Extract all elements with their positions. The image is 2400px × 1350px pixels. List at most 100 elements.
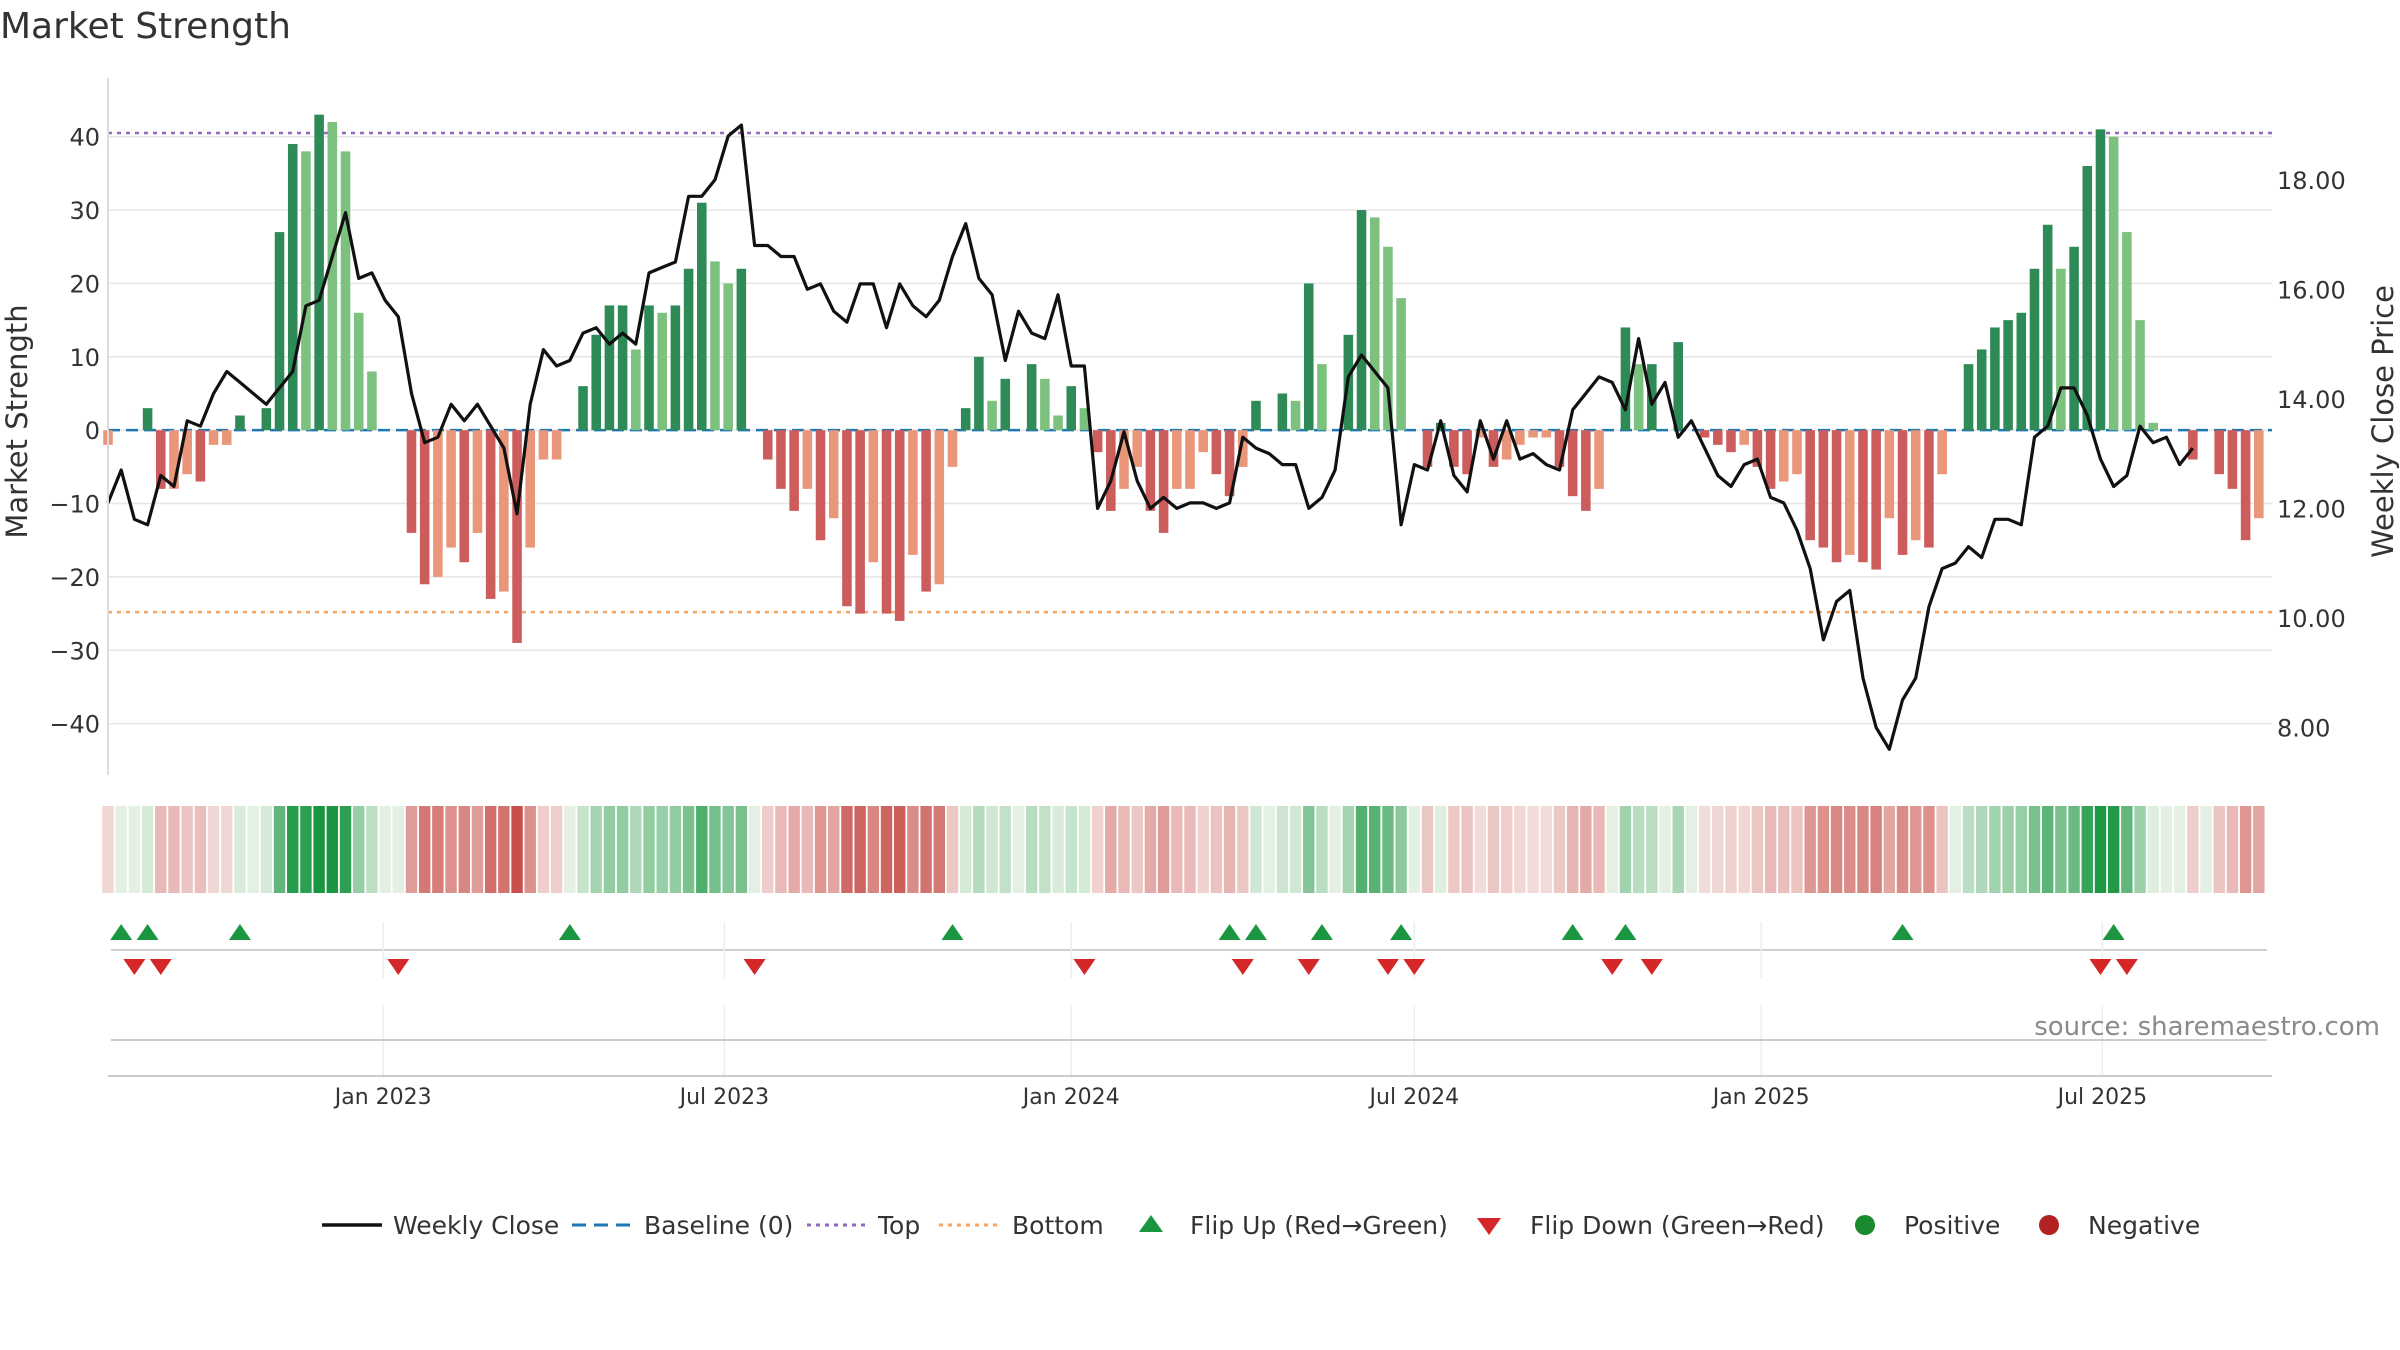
flip-markers [110,922,2267,978]
regime-cell [102,806,114,893]
strength-bar [1356,210,1367,431]
flip-up-marker [558,924,581,940]
regime-cell [339,806,352,893]
strength-bar [2082,166,2093,431]
strength-bar [1739,430,1749,445]
regime-cell [893,806,906,893]
regime-cell [748,806,761,893]
strength-bar [842,430,852,607]
regime-cell [603,806,616,893]
strength-bar [1937,430,1947,475]
strength-bar [142,408,153,431]
strength-bar [1224,430,1235,497]
x-tick-label: Jan 2023 [333,1085,432,1110]
y-axis-title-right: Weekly Close Price [2366,285,2400,558]
regime-cell [2134,806,2146,893]
regime-cell [1461,806,1473,893]
strength-bars [103,114,2264,643]
y-tick-label-left: −30 [49,637,100,665]
strength-bar [1198,430,1208,453]
strength-bar [1369,217,1380,431]
strength-bar [1726,430,1736,453]
regime-cell [405,806,418,893]
strength-bar [1251,400,1261,431]
strength-bar [1620,327,1631,431]
weekly-close-line [106,123,2195,751]
strength-bar [1092,430,1103,453]
strength-bar [736,268,747,431]
strength-bar [1554,430,1565,467]
regime-cell [828,806,840,893]
legend-label: Negative [2088,1211,2200,1240]
regime-cell [550,806,563,893]
strength-bar [446,430,456,548]
strength-bar [591,334,601,431]
regime-cell [1764,806,1777,893]
regime-cell [181,806,193,893]
x-tick-label: Jan 2024 [1021,1085,1120,1110]
y-tick-label-left: 10 [69,344,100,372]
strength-bar [1000,378,1011,431]
regime-cell [1434,806,1447,893]
strength-bar [1106,430,1116,511]
strength-bar [1079,408,1090,431]
regime-cell [1316,806,1328,893]
strength-bar [1515,430,1525,445]
legend-dot-icon [2039,1215,2059,1235]
regime-cell [1593,806,1605,893]
regime-cell [155,806,167,893]
strength-bar [1449,430,1459,467]
flip-down-marker [743,959,766,975]
regime-cell [1500,806,1513,893]
regime-cell [458,806,470,893]
regime-cell [168,806,180,893]
regime-cell [986,806,998,893]
strength-bar [274,232,285,431]
regime-cell [696,806,708,893]
regime-cell [1791,806,1803,893]
strength-bar [1132,430,1142,467]
regime-cell [366,806,378,893]
regime-cell [709,806,721,893]
strength-bar [2227,430,2238,489]
legend-label: Baseline (0) [644,1211,793,1240]
regime-cell [867,806,880,893]
flip-down-marker [1073,959,1096,975]
regime-cell [630,806,642,893]
strength-bar [1924,430,1934,548]
axes: 40 30 20 10 0 −10 −20 −30 −40 18.00 16.00 14.00 12.0… [0,78,2400,775]
regime-cell [2213,806,2225,893]
flip-down-marker [1640,959,1663,975]
regime-cell [1421,806,1434,893]
regime-cell [1184,806,1196,893]
regime-cell [2015,806,2028,893]
regime-cell [115,806,127,893]
y-tick-label-left: 30 [69,197,100,225]
strength-bar [617,305,628,431]
strength-bar [1831,430,1842,563]
y-tick-label-right: 18.00 [2277,167,2346,195]
regime-cell [1263,806,1275,893]
strength-bar [1383,246,1393,431]
flip-up-marker [1891,924,1914,940]
regime-cell [1157,806,1170,893]
reference-lines [108,131,2272,614]
strength-bar [1897,430,1908,555]
regime-strip [102,806,2265,893]
strength-bar [314,114,324,431]
strength-bar [1990,327,2000,431]
regime-cell [2041,806,2054,893]
x-tick-label: Jan 2025 [1711,1085,1810,1110]
regime-cell [524,806,536,893]
regime-cell [300,806,312,893]
regime-cell [643,806,655,893]
legend-label: Top [877,1211,920,1240]
strength-bar [472,430,483,533]
strength-bar [1633,364,1644,431]
strength-bar [499,430,509,592]
regime-cell [1052,806,1064,893]
y-tick-label-left: 20 [69,270,100,298]
strength-bar [2188,430,2198,460]
strength-bar [921,430,931,592]
